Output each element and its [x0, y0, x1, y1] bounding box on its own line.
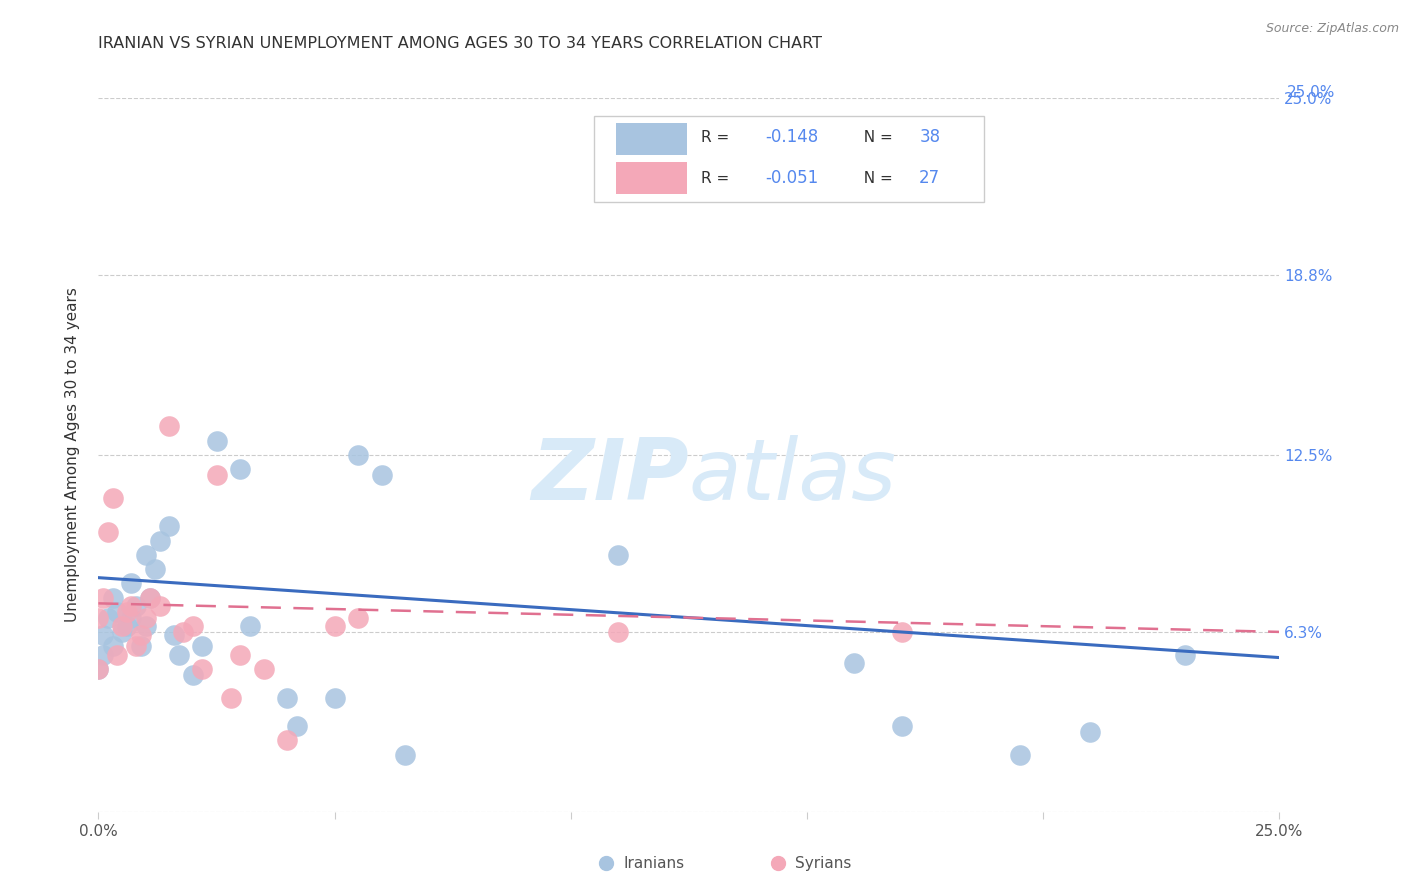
- Point: [181, 667, 204, 681]
- Point: [105, 605, 128, 619]
- Y-axis label: Unemployment Among Ages 30 to 34 years: Unemployment Among Ages 30 to 34 years: [65, 287, 80, 623]
- Point: [91, 628, 114, 642]
- Point: [121, 576, 143, 591]
- Point: [181, 619, 204, 633]
- Text: -0.051: -0.051: [766, 169, 818, 187]
- Point: [172, 624, 194, 639]
- Point: [139, 591, 162, 605]
- Point: [87, 610, 110, 624]
- Text: ZIP: ZIP: [531, 434, 689, 518]
- Text: 38: 38: [920, 128, 941, 146]
- Text: Syrians: Syrians: [796, 855, 852, 871]
- Bar: [616, 123, 686, 155]
- Point: [87, 662, 110, 676]
- Point: [1008, 747, 1031, 762]
- Point: [205, 467, 228, 482]
- Point: [121, 610, 143, 624]
- Point: [229, 648, 252, 662]
- Point: [1080, 724, 1102, 739]
- Text: Iranians: Iranians: [624, 855, 685, 871]
- Text: R =: R =: [700, 130, 734, 145]
- Point: [129, 628, 152, 642]
- Point: [191, 639, 214, 653]
- Text: 25.0%: 25.0%: [1286, 85, 1334, 100]
- Point: [323, 619, 346, 633]
- Text: atlas: atlas: [689, 434, 897, 518]
- Point: [139, 591, 162, 605]
- Point: [125, 639, 148, 653]
- Point: [97, 524, 120, 539]
- Text: IRANIAN VS SYRIAN UNEMPLOYMENT AMONG AGES 30 TO 34 YEARS CORRELATION CHART: IRANIAN VS SYRIAN UNEMPLOYMENT AMONG AGE…: [98, 36, 823, 51]
- Point: [323, 690, 346, 705]
- Point: [890, 624, 912, 639]
- Point: [191, 662, 214, 676]
- Point: [607, 624, 630, 639]
- Point: [91, 591, 114, 605]
- Point: [371, 467, 394, 482]
- Point: [253, 662, 276, 676]
- Text: Source: ZipAtlas.com: Source: ZipAtlas.com: [1265, 22, 1399, 36]
- Point: [276, 733, 298, 747]
- Point: [105, 648, 128, 662]
- Point: [87, 662, 110, 676]
- FancyBboxPatch shape: [595, 116, 984, 202]
- Point: [135, 619, 157, 633]
- Point: [125, 599, 148, 614]
- Text: -0.148: -0.148: [766, 128, 818, 146]
- Point: [149, 599, 172, 614]
- Point: [205, 434, 228, 448]
- Point: [101, 591, 124, 605]
- Point: [239, 619, 262, 633]
- Point: [111, 619, 134, 633]
- Point: [111, 624, 134, 639]
- Point: [167, 648, 190, 662]
- Point: [607, 548, 630, 562]
- Point: [101, 639, 124, 653]
- Point: [97, 610, 120, 624]
- Text: R =: R =: [700, 170, 734, 186]
- Point: [157, 419, 180, 434]
- Point: [135, 610, 157, 624]
- Point: [101, 491, 124, 505]
- Text: N =: N =: [855, 130, 898, 145]
- Point: [229, 462, 252, 476]
- Point: [121, 599, 143, 614]
- Point: [115, 605, 138, 619]
- Point: [135, 548, 157, 562]
- Text: 27: 27: [920, 169, 941, 187]
- Point: [129, 639, 152, 653]
- Bar: [616, 162, 686, 194]
- Point: [219, 690, 242, 705]
- Point: [844, 657, 866, 671]
- Point: [149, 533, 172, 548]
- Point: [347, 610, 370, 624]
- Point: [1174, 648, 1197, 662]
- Point: [157, 519, 180, 533]
- Point: [115, 619, 138, 633]
- Point: [890, 719, 912, 733]
- Point: [91, 648, 114, 662]
- Point: [163, 628, 186, 642]
- Point: [394, 747, 416, 762]
- Point: [347, 448, 370, 462]
- Point: [285, 719, 308, 733]
- Point: [276, 690, 298, 705]
- Point: [143, 562, 166, 576]
- Text: N =: N =: [855, 170, 898, 186]
